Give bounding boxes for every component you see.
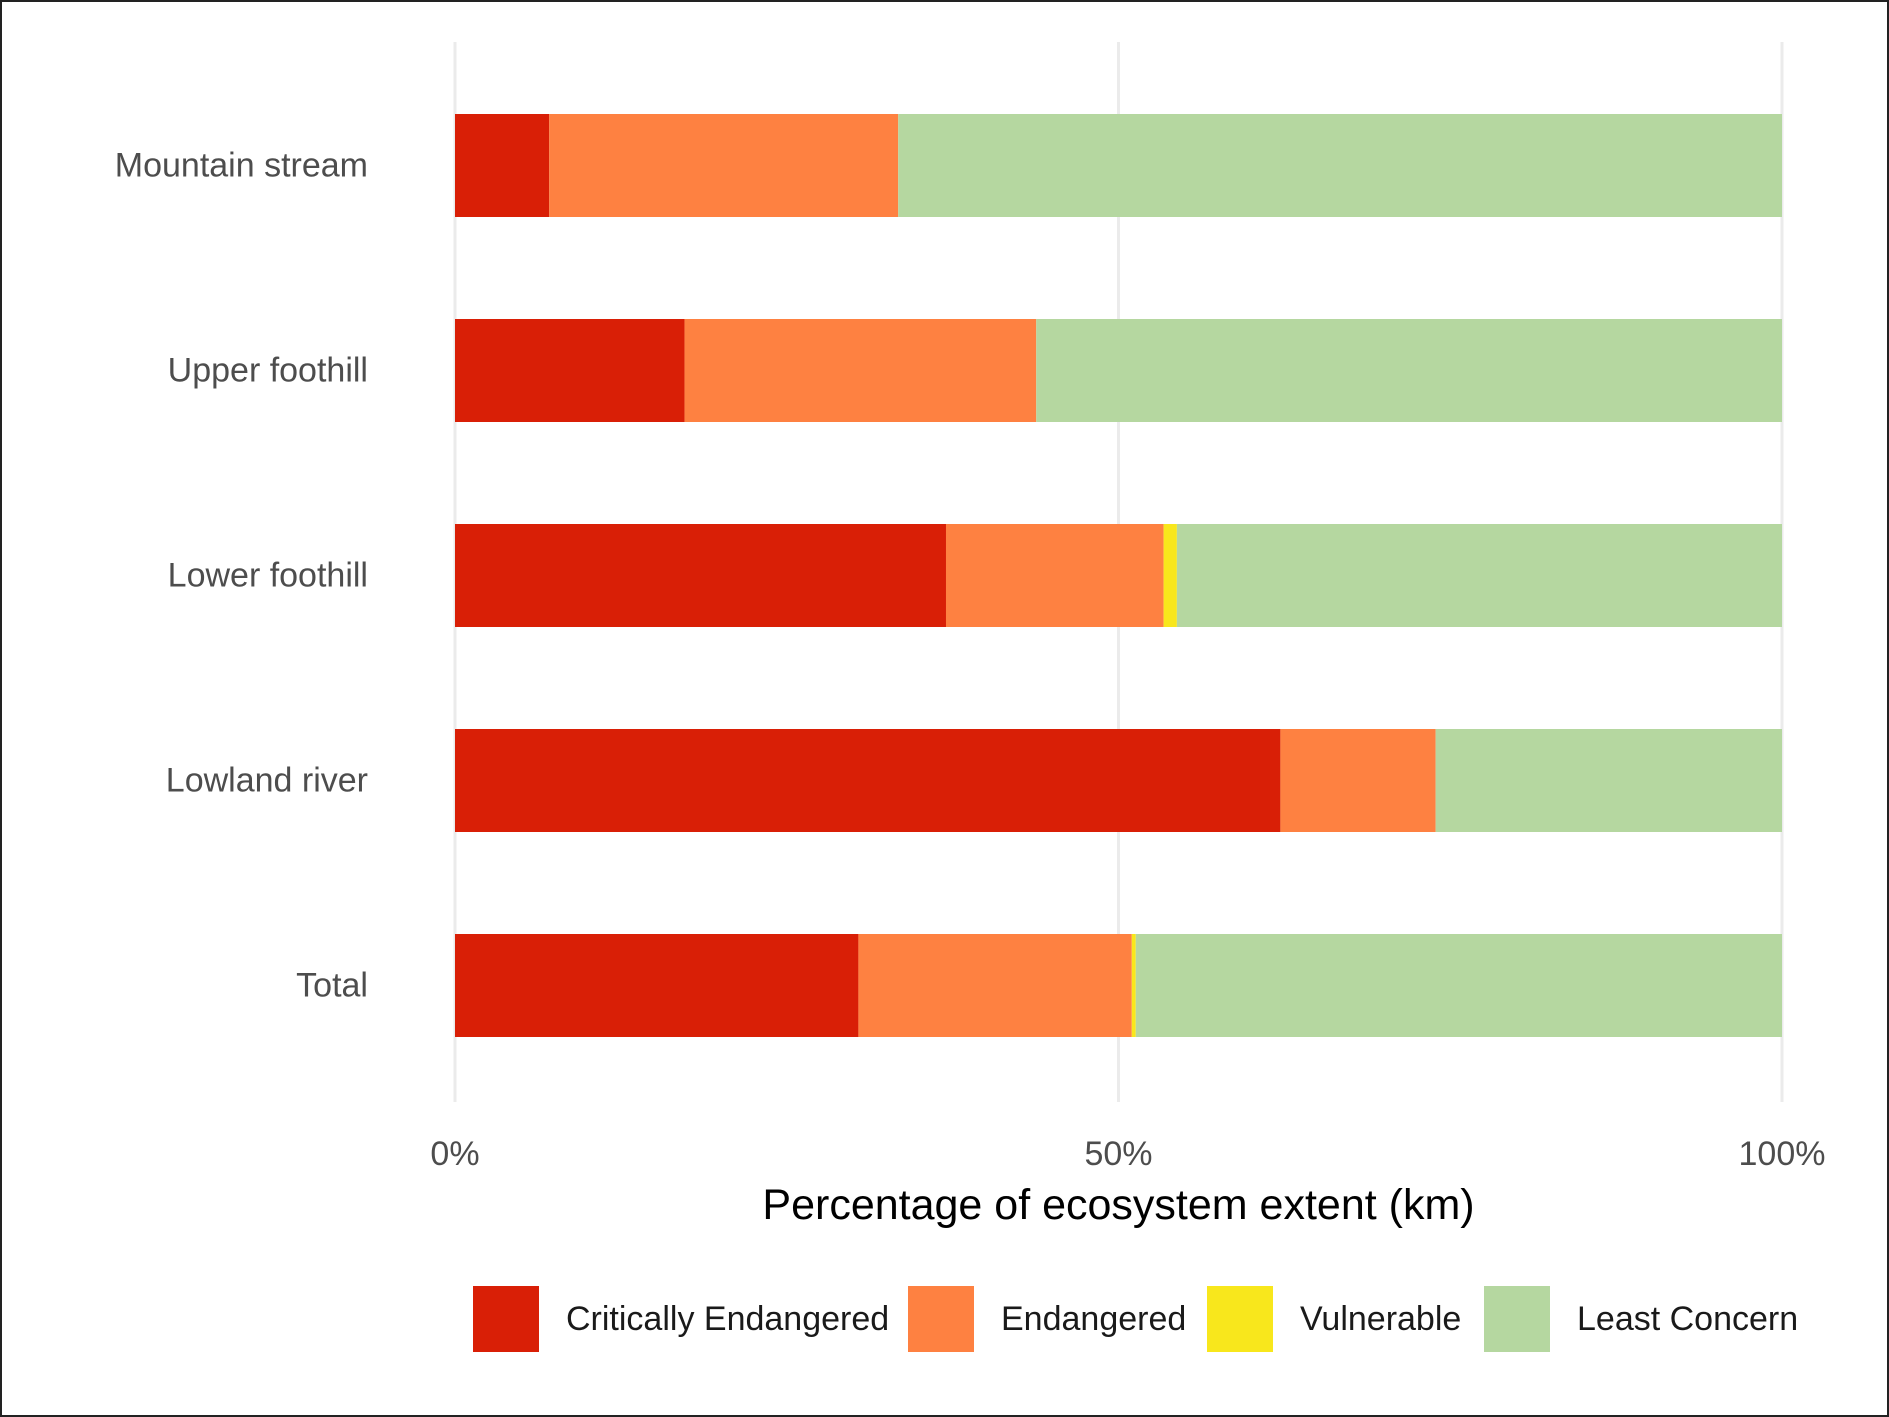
y-tick-label-total: Total (296, 967, 368, 1005)
bar-lowland-river-least-concern (1435, 729, 1782, 832)
legend-label-least-concern: Least Concern (1577, 1300, 1798, 1338)
bar-lower-foothill-critically-endangered (455, 524, 946, 627)
bar-lowland-river-critically-endangered (455, 729, 1281, 832)
bar-upper-foothill-least-concern (1036, 319, 1782, 422)
bar-mountain-stream-critically-endangered (455, 114, 550, 217)
bar-upper-foothill-critically-endangered (455, 319, 685, 422)
bar-lower-foothill-endangered (945, 524, 1164, 627)
legend-key-vulnerable (1207, 1286, 1273, 1352)
legend-key-endangered (908, 1286, 974, 1352)
bar-total-endangered (858, 934, 1132, 1037)
bar-total-critically-endangered (455, 934, 859, 1037)
legend-label-vulnerable: Vulnerable (1300, 1300, 1461, 1338)
bar-series (455, 114, 1782, 1037)
y-tick-label-lower-foothill: Lower foothill (168, 557, 368, 595)
bar-mountain-stream-least-concern (898, 114, 1782, 217)
y-axis-tick-labels: Mountain stream Upper foothill Lower footh… (115, 147, 368, 1005)
legend-label-endangered: Endangered (1001, 1300, 1186, 1338)
bar-total-vulnerable (1131, 934, 1136, 1037)
legend-label-critically-endangered: Critically Endangered (566, 1300, 889, 1338)
bar-lowland-river-endangered (1280, 729, 1436, 832)
legend-key-least-concern (1484, 1286, 1550, 1352)
bar-mountain-stream-endangered (549, 114, 899, 217)
x-tick-label-100: 100% (1739, 1135, 1826, 1173)
legend-key-critically-endangered (473, 1286, 539, 1352)
bar-lower-foothill-vulnerable (1163, 524, 1177, 627)
x-tick-label-0: 0% (430, 1135, 479, 1173)
bar-lower-foothill-least-concern (1176, 524, 1782, 627)
y-tick-label-lowland-river: Lowland river (166, 762, 368, 800)
y-tick-label-upper-foothill: Upper foothill (168, 352, 368, 390)
bar-upper-foothill-endangered (684, 319, 1037, 422)
legend: Critically Endangered Endangered Vulnerabl… (473, 1286, 1798, 1352)
x-axis-title: Percentage of ecosystem extent (km) (762, 1181, 1474, 1229)
y-tick-label-mountain-stream: Mountain stream (115, 147, 368, 185)
x-axis-tick-labels: 0% 50% 100% (430, 1135, 1825, 1173)
bar-total-least-concern (1135, 934, 1782, 1037)
x-tick-label-50: 50% (1084, 1135, 1152, 1173)
